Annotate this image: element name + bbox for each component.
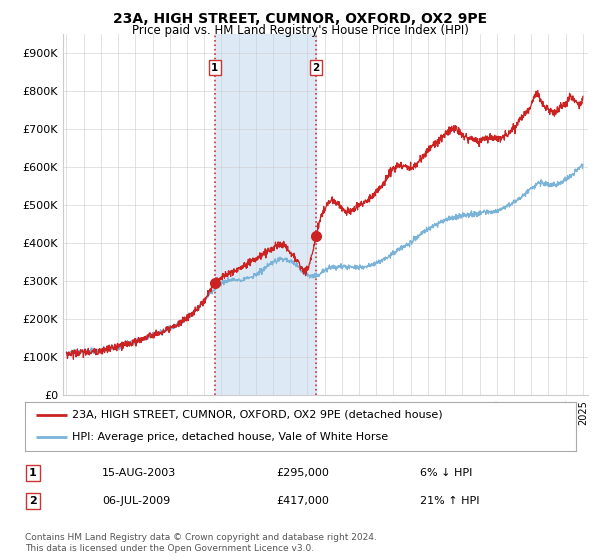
Text: HPI: Average price, detached house, Vale of White Horse: HPI: Average price, detached house, Vale… [72,432,388,442]
Text: 2: 2 [29,496,37,506]
Text: 23A, HIGH STREET, CUMNOR, OXFORD, OX2 9PE (detached house): 23A, HIGH STREET, CUMNOR, OXFORD, OX2 9P… [72,410,443,420]
Text: Contains HM Land Registry data © Crown copyright and database right 2024.
This d: Contains HM Land Registry data © Crown c… [25,533,377,553]
Text: 06-JUL-2009: 06-JUL-2009 [102,496,170,506]
Text: 15-AUG-2003: 15-AUG-2003 [102,468,176,478]
Text: 1: 1 [211,63,218,73]
Bar [215,34,316,395]
Text: 23A, HIGH STREET, CUMNOR, OXFORD, OX2 9PE: 23A, HIGH STREET, CUMNOR, OXFORD, OX2 9P… [113,12,487,26]
Text: Price paid vs. HM Land Registry's House Price Index (HPI): Price paid vs. HM Land Registry's House … [131,24,469,36]
Text: 6% ↓ HPI: 6% ↓ HPI [420,468,472,478]
Text: 1: 1 [29,468,37,478]
Text: 21% ↑ HPI: 21% ↑ HPI [420,496,479,506]
Text: £295,000: £295,000 [276,468,329,478]
Text: £417,000: £417,000 [276,496,329,506]
Text: 2: 2 [313,63,320,73]
